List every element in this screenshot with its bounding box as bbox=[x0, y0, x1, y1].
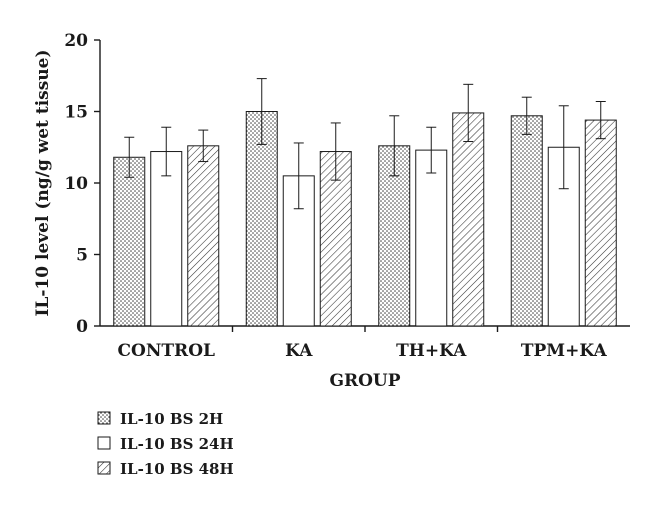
y-tick-label-0: 0 bbox=[76, 317, 88, 337]
y-tick-label-3: 15 bbox=[64, 103, 88, 123]
bar-3-0 bbox=[510, 115, 543, 327]
y-tick-label-4: 20 bbox=[64, 31, 88, 51]
category-label-3: TPM+KA bbox=[521, 341, 608, 361]
bar-0-2 bbox=[187, 145, 220, 327]
legend: IL-10 BS 2H IL-10 BS 24H IL-10 BS 48H bbox=[97, 410, 234, 478]
x-axis-title: GROUP bbox=[329, 371, 400, 391]
bar-1-0 bbox=[245, 111, 278, 327]
legend-swatch-2 bbox=[97, 461, 111, 475]
legend-label-1: IL-10 BS 24H bbox=[120, 435, 234, 453]
bar-3-2 bbox=[584, 119, 617, 327]
plot-area: 0 5 10 15 20 CONTROL KA TH+KA TPM+KA bbox=[64, 31, 630, 361]
bar-2-2 bbox=[452, 112, 485, 327]
y-axis-title: IL-10 level (ng/g wet tissue) bbox=[33, 49, 53, 316]
category-label-0: CONTROL bbox=[118, 341, 215, 361]
legend-swatch-0 bbox=[97, 411, 111, 425]
legend-label-0: IL-10 BS 2H bbox=[120, 410, 223, 428]
category-label-1: KA bbox=[285, 341, 313, 361]
legend-swatch-1 bbox=[97, 436, 111, 450]
bar-2-1 bbox=[415, 149, 448, 327]
category-label-2: TH+KA bbox=[396, 341, 467, 361]
y-tick-label-1: 5 bbox=[76, 246, 88, 266]
legend-label-2: IL-10 BS 48H bbox=[120, 460, 234, 478]
bar-0-1 bbox=[150, 151, 183, 327]
bar-0-0 bbox=[113, 156, 146, 327]
y-tick-label-2: 10 bbox=[64, 174, 88, 194]
